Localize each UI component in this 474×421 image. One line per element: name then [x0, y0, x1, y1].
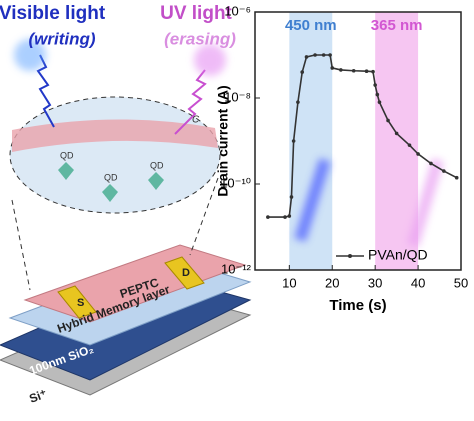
point: [328, 53, 332, 57]
label: QD: [104, 172, 118, 182]
band-label: 450 nm: [285, 17, 337, 34]
point: [454, 175, 459, 180]
x-tick-label: 30: [368, 275, 382, 290]
point: [386, 118, 390, 123]
point: [416, 152, 420, 156]
drain-pad: [164, 256, 205, 290]
legend-label: PVAn/QD: [368, 247, 428, 263]
point: [375, 92, 380, 97]
y-tick-label: 10⁻¹²: [221, 261, 252, 276]
label: UV light: [160, 3, 232, 24]
label: S: [77, 297, 84, 309]
label: D: [182, 267, 190, 279]
point: [364, 69, 369, 74]
visible-arrow: [36, 54, 55, 128]
label: QD: [150, 160, 164, 170]
label: Si⁺: [27, 387, 48, 406]
point: [330, 66, 335, 70]
zoom-line: [11, 199, 31, 291]
label: C: [192, 115, 200, 126]
point: [407, 143, 412, 147]
point: [339, 68, 343, 72]
plot: 450 nm 365 nm 10 20 30 40 50 10⁻¹² 10⁻¹⁰ 10⁻⁸ 10⁻⁶…: [215, 3, 469, 314]
source-pad: [57, 285, 97, 319]
band: [375, 12, 419, 270]
point: [321, 53, 326, 57]
point: [313, 53, 317, 57]
x-tick-label: 50: [454, 275, 468, 290]
band: [289, 12, 333, 270]
point: [373, 83, 377, 87]
label: Visible light: [0, 3, 106, 24]
point: [377, 100, 382, 104]
x-axis-label: Time (s): [329, 297, 386, 314]
x-tick-label: 10: [282, 275, 296, 290]
point: [394, 131, 399, 136]
series-line: [267, 54, 458, 218]
y-tick-label: 10⁻⁶: [224, 3, 251, 18]
point: [442, 169, 446, 173]
qd: [102, 184, 118, 202]
peptc-zoom: [12, 119, 218, 152]
legend-marker: [348, 254, 352, 258]
point: [283, 215, 287, 219]
qd: [148, 172, 164, 190]
point: [300, 70, 305, 74]
device: [0, 39, 252, 396]
point: [289, 195, 294, 199]
sample-glow: [407, 158, 444, 247]
point: [266, 215, 270, 219]
band-label: 365 nm: [371, 17, 423, 34]
qd: [58, 162, 74, 180]
axes-frame: [254, 11, 462, 271]
y-tick-label: 10⁻¹⁰: [220, 175, 251, 190]
point: [291, 139, 296, 143]
label: (writing): [28, 29, 95, 48]
zoom-line: [189, 177, 219, 256]
label: (erasing): [164, 29, 236, 48]
point: [351, 68, 356, 73]
point: [287, 214, 292, 218]
glow: [14, 39, 46, 71]
point: [371, 69, 375, 74]
y-axis-label: Drain current (A): [215, 85, 231, 196]
sample-glow: [294, 158, 331, 242]
x-tick-label: 20: [325, 275, 339, 290]
point: [296, 100, 300, 104]
point: [304, 55, 309, 59]
glow: [194, 44, 226, 76]
x-tick-label: 40: [411, 275, 425, 290]
label: QD: [60, 150, 74, 160]
point: [429, 161, 433, 166]
y-tick-label: 10⁻⁸: [224, 89, 251, 104]
uv-arrow: [174, 69, 207, 135]
